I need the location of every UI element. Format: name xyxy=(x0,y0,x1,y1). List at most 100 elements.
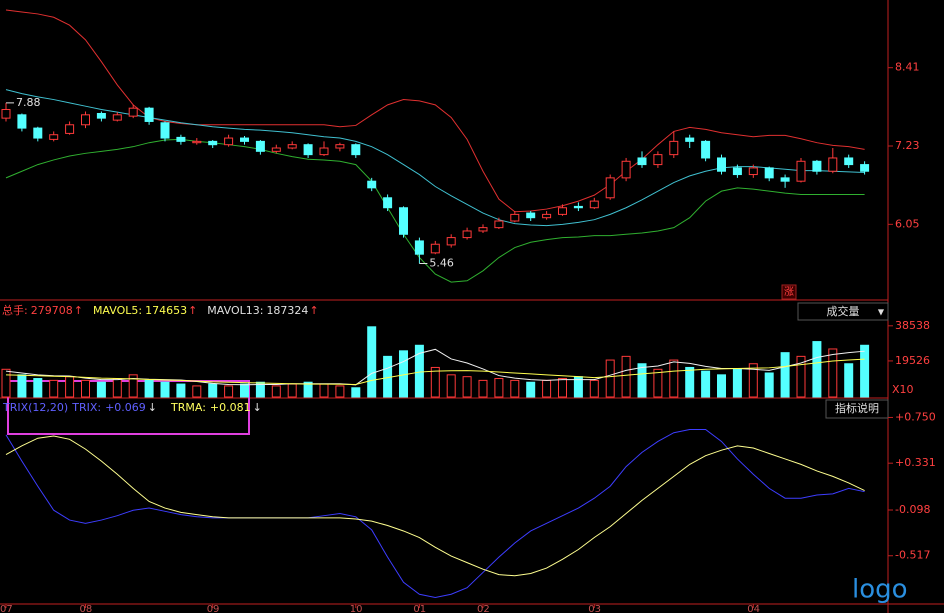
legend-label: MAVOL13: xyxy=(207,304,263,317)
y-tick-label: 19526 xyxy=(895,354,930,367)
volume-bar xyxy=(1,368,11,398)
volume-bar xyxy=(160,381,170,398)
x-tick-label: 10 xyxy=(350,604,363,613)
candle-body xyxy=(732,167,742,176)
candle-body xyxy=(383,197,393,209)
candle-body xyxy=(65,124,75,134)
candle-body xyxy=(796,160,806,182)
volume-bar xyxy=(240,383,249,398)
highlight-box xyxy=(7,380,250,435)
volume-bar xyxy=(208,383,218,398)
candle-body xyxy=(335,144,345,149)
y-tick-label: 7.23 xyxy=(895,139,920,152)
candle-body xyxy=(303,144,313,156)
volume-bar xyxy=(621,355,631,398)
x-tick-label: 03 xyxy=(588,604,601,613)
volume-bar xyxy=(446,374,456,398)
candle-body xyxy=(208,140,218,146)
candle-body xyxy=(589,200,599,209)
y-tick-label: +0.750 xyxy=(895,410,936,423)
y-tick-label: -0.517 xyxy=(895,549,930,562)
candle-body xyxy=(128,107,138,117)
x-tick-label: 01 xyxy=(413,604,426,613)
candle-body xyxy=(621,160,631,179)
candle-body xyxy=(271,147,281,152)
volume-bar xyxy=(542,379,552,398)
candle-body xyxy=(17,114,27,129)
candle-body xyxy=(701,140,711,159)
volume-bar xyxy=(780,352,790,398)
candle-body xyxy=(780,177,790,182)
candle-body xyxy=(653,154,663,166)
tag-box xyxy=(781,284,797,300)
y-tick-label: 6.05 xyxy=(895,217,920,230)
candle-body xyxy=(573,205,583,209)
volume-bar xyxy=(81,379,90,398)
volume-bar xyxy=(192,385,202,398)
dropdown-arrow[interactable]: ▼ xyxy=(878,308,885,317)
candle-body xyxy=(192,140,202,144)
candle-body xyxy=(717,157,726,172)
volume-bar xyxy=(49,379,59,398)
candle-body xyxy=(478,227,488,232)
volume-bar xyxy=(510,379,520,398)
volume-bar xyxy=(335,385,345,398)
indicator-button[interactable] xyxy=(825,399,889,419)
volume-bar xyxy=(653,368,663,398)
volume-bar xyxy=(287,383,297,398)
candle-body xyxy=(160,122,170,139)
candle-body xyxy=(462,230,472,239)
x-tick-label: 09 xyxy=(207,604,220,613)
volume-bar xyxy=(526,381,536,398)
volume-bar xyxy=(701,370,711,398)
candle-body xyxy=(1,109,11,119)
candle-body xyxy=(33,127,43,139)
legend-arrow: ↓ xyxy=(148,401,157,414)
volume-bar xyxy=(637,363,647,398)
volume-bar xyxy=(255,381,265,398)
volume-dropdown[interactable] xyxy=(797,302,889,321)
volume-bar xyxy=(351,387,361,398)
candle-body xyxy=(176,136,186,142)
candle-body xyxy=(81,114,90,126)
volume-bar xyxy=(33,378,43,398)
candle-body xyxy=(526,212,536,219)
volume-bar xyxy=(494,378,504,398)
candle-body xyxy=(446,237,456,246)
candle-body xyxy=(367,180,377,189)
volume-bar xyxy=(669,359,679,398)
volume-bar xyxy=(748,363,758,398)
logo: logo xyxy=(852,575,908,605)
candle-body xyxy=(240,137,249,142)
volume-bar xyxy=(17,374,27,398)
candle-body xyxy=(558,207,567,215)
dropdown-label[interactable]: 成交量 xyxy=(827,304,860,318)
volume-bar xyxy=(828,348,838,398)
candle-body xyxy=(510,213,520,222)
volume-bar xyxy=(128,374,138,398)
candle-body xyxy=(860,164,870,172)
volume-bar xyxy=(605,359,615,398)
candle-body xyxy=(764,167,774,179)
unit-label: X10 xyxy=(892,383,914,396)
candle-body xyxy=(399,207,408,235)
volume-bar xyxy=(796,355,806,398)
candle-body xyxy=(224,137,234,146)
y-tick-label: 38538 xyxy=(895,319,930,332)
candle-body xyxy=(430,243,440,254)
legend-value: 279708 xyxy=(31,304,73,317)
volume-bar xyxy=(589,379,599,398)
legend-label: TRMA: xyxy=(170,401,206,414)
marker-label: 7.88 xyxy=(16,96,41,109)
candle-body xyxy=(144,107,154,122)
indicator-button-label[interactable]: 指标说明 xyxy=(835,401,879,415)
volume-bar xyxy=(430,366,440,398)
y-tick-label: +0.331 xyxy=(895,456,936,469)
legend-arrow: ↑ xyxy=(74,304,83,317)
candle-body xyxy=(748,167,758,176)
candle-body xyxy=(605,177,615,199)
y-tick-label: -0.098 xyxy=(895,503,930,516)
volume-bar xyxy=(144,379,154,398)
indicator-title: TRIX(12,20) xyxy=(2,401,68,414)
